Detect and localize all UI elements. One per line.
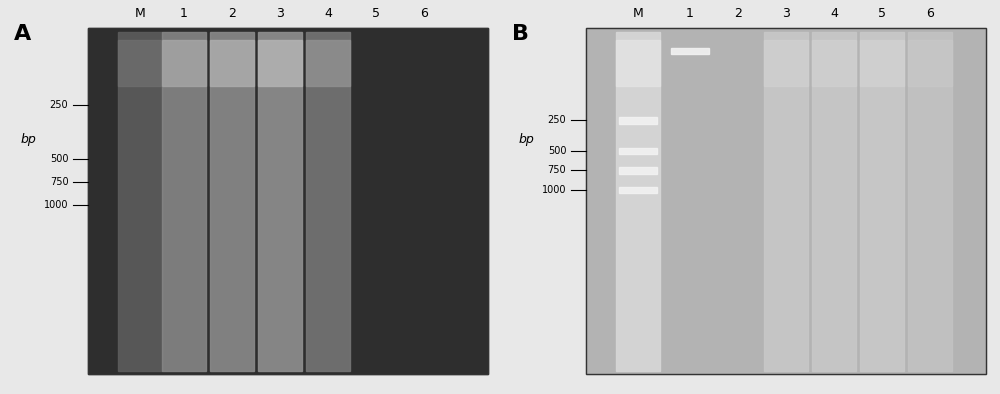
Bar [586,28,986,374]
Text: M: M [135,7,145,20]
Bar [88,28,488,374]
Text: 6: 6 [926,7,934,20]
Bar [812,32,856,371]
Text: 500: 500 [50,154,68,164]
Bar [162,32,206,371]
Bar [88,28,488,374]
Bar [908,40,952,86]
Text: 4: 4 [324,7,332,20]
Bar [619,117,657,124]
Bar [210,32,254,371]
Text: 2: 2 [228,7,236,20]
Bar [860,40,904,86]
Text: 750: 750 [548,165,566,175]
Text: 1000: 1000 [542,185,566,195]
Text: 6: 6 [420,7,428,20]
Bar [860,32,904,371]
Bar [764,32,808,371]
Bar [118,40,162,86]
Text: 2: 2 [734,7,742,20]
Text: 5: 5 [372,7,380,20]
Bar [616,32,660,371]
Text: bp: bp [519,133,535,146]
Text: 1: 1 [686,7,694,20]
Bar [671,48,709,54]
Bar [258,40,302,86]
Bar [812,40,856,86]
Text: 750: 750 [50,177,68,187]
Bar [908,32,952,371]
Bar [619,167,657,174]
Bar [258,32,302,371]
Text: 1: 1 [180,7,188,20]
Text: B: B [512,24,529,44]
Text: 3: 3 [276,7,284,20]
Bar [306,32,350,371]
Bar [616,40,660,86]
Bar [306,40,350,86]
Text: A: A [14,24,31,44]
Text: 4: 4 [830,7,838,20]
Text: 5: 5 [878,7,886,20]
Bar [162,40,206,86]
Text: bp: bp [21,133,37,146]
Bar [619,148,657,154]
Bar [764,40,808,86]
Text: 250: 250 [50,100,68,110]
Bar [619,187,657,193]
Text: 250: 250 [548,115,566,125]
Bar [118,32,162,371]
Text: 3: 3 [782,7,790,20]
Text: M: M [633,7,643,20]
Bar [210,40,254,86]
Bar [586,28,986,374]
Text: 500: 500 [548,146,566,156]
Text: 1000: 1000 [44,200,68,210]
